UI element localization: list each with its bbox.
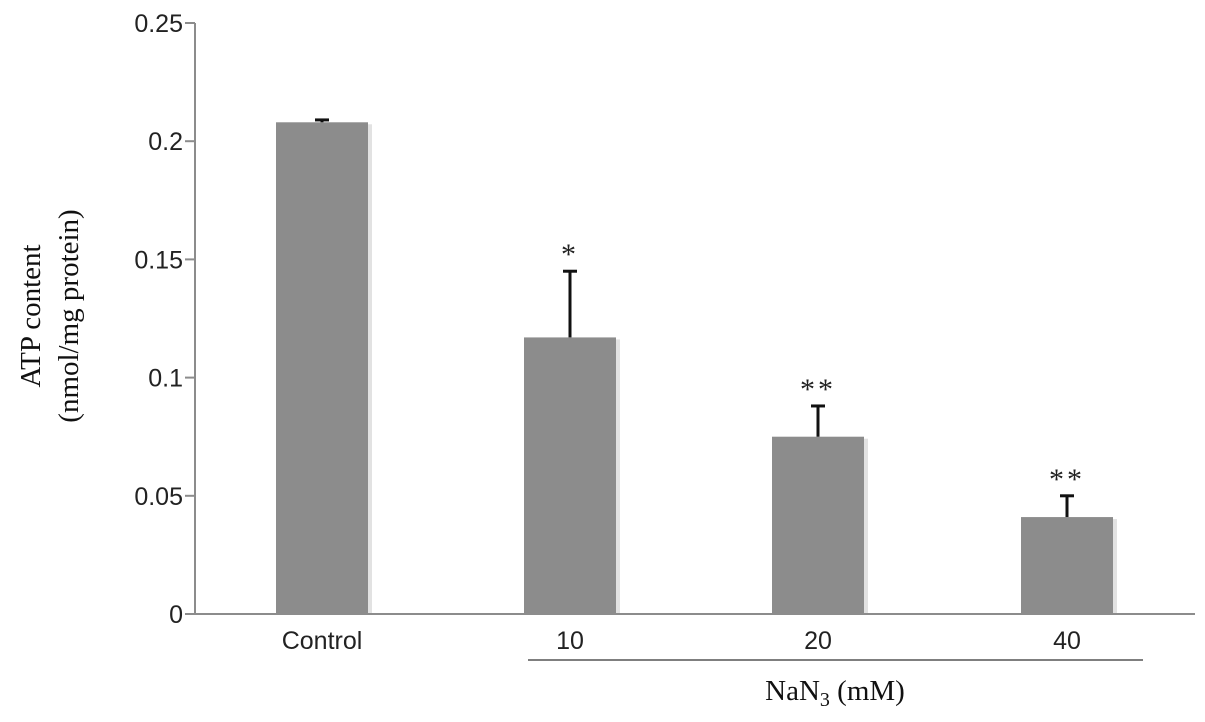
y-axis-label-line2: (nmol/mg protein) — [53, 209, 85, 422]
significance-marker: * — [561, 238, 579, 271]
y-ticks-layer: 0 0.05 0.1 0.15 0.2 0.25 — [134, 10, 195, 629]
category-label: 40 — [1053, 627, 1081, 655]
error-bars-layer — [315, 118, 1074, 518]
x-group-label: NaN3 (mM) — [765, 675, 905, 711]
category-labels-layer: Control 10 20 40 — [282, 627, 1081, 655]
bar — [276, 122, 368, 615]
bars-layer — [276, 122, 1117, 615]
y-tick-label: 0.1 — [148, 365, 183, 393]
y-tick-label: 0.05 — [134, 483, 183, 511]
y-tick-label: 0 — [169, 601, 183, 629]
y-tick-label: 0.25 — [134, 10, 183, 38]
category-label: Control — [282, 627, 363, 655]
category-label: 10 — [556, 627, 584, 655]
significance-layer: ***** — [561, 238, 1085, 496]
y-tick-label: 0.15 — [134, 246, 183, 274]
axes-layer — [194, 23, 1195, 661]
x-group-label-unit: (mM) — [830, 675, 905, 707]
bar — [1021, 517, 1113, 614]
bar — [524, 337, 616, 614]
category-label: 20 — [804, 627, 832, 655]
y-axis-label-line1: ATP content — [15, 244, 47, 387]
significance-marker: ** — [1049, 463, 1085, 496]
significance-marker: ** — [800, 373, 836, 406]
x-group-label-subscript: 3 — [820, 689, 830, 711]
x-group-label-main: NaN — [765, 675, 820, 707]
y-tick-label: 0.2 — [148, 128, 183, 156]
bar — [772, 436, 864, 614]
